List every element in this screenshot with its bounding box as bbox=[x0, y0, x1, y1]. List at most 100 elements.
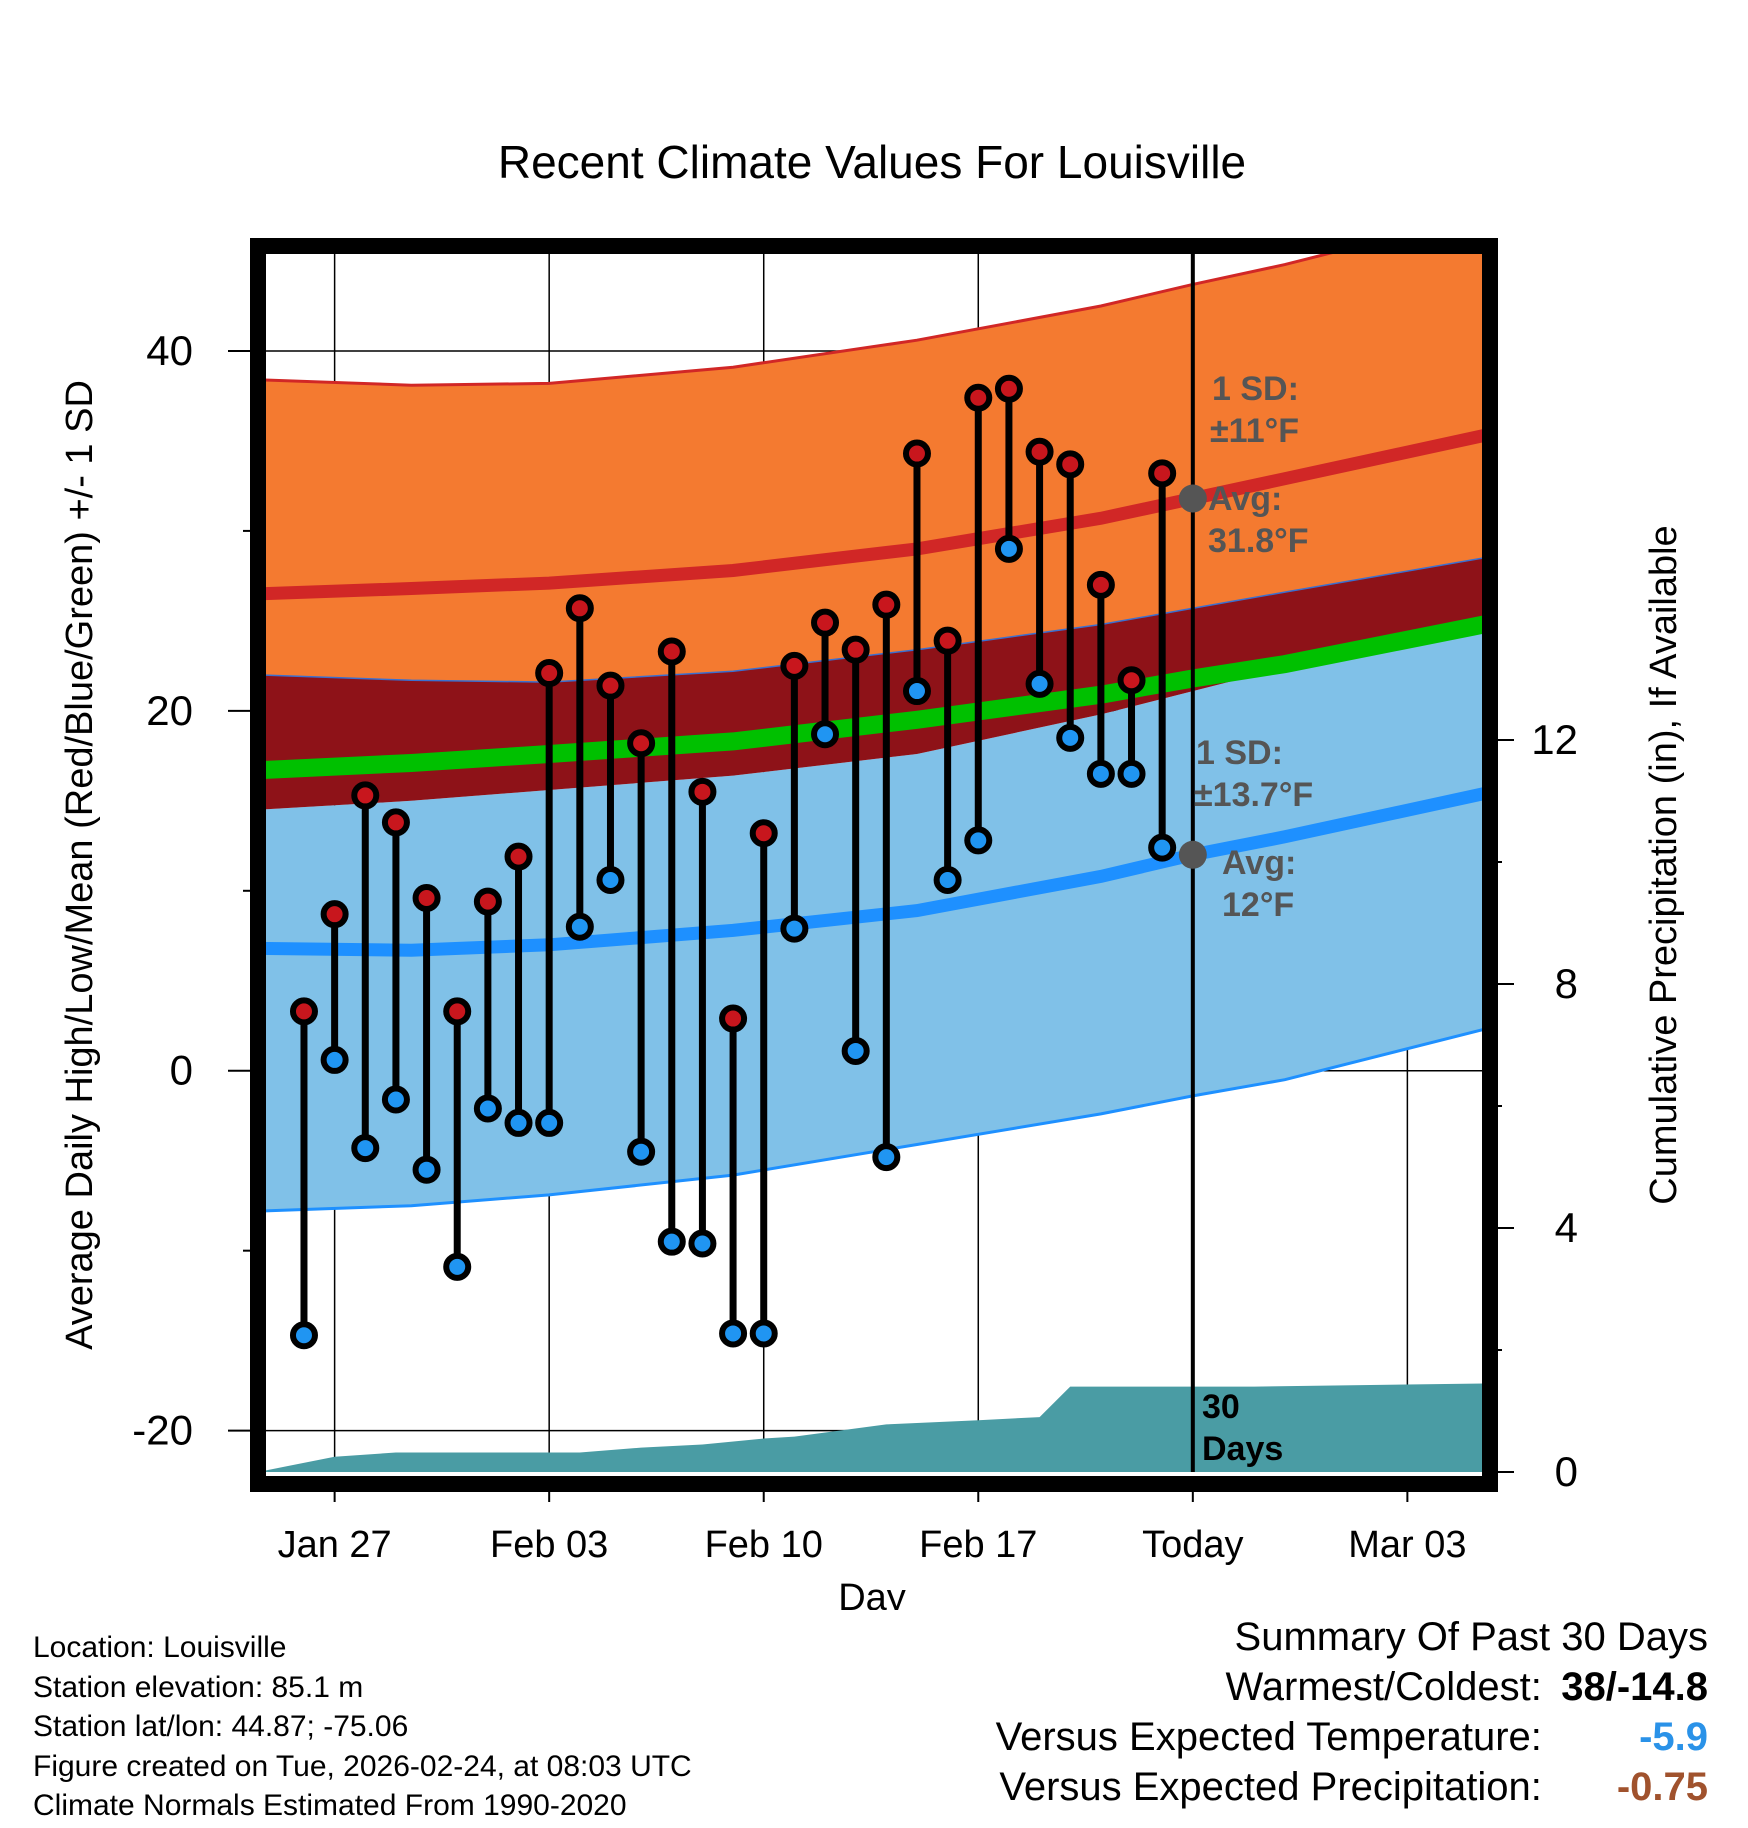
low-point-3 bbox=[381, 1085, 410, 1114]
high-point-16 bbox=[780, 651, 809, 680]
high-point-4 bbox=[412, 883, 441, 912]
x-tick-label-4: Today bbox=[1142, 1524, 1243, 1566]
precip-row: Versus Expected Precipitation: -0.75 bbox=[808, 1762, 1708, 1812]
low-point-6 bbox=[473, 1094, 502, 1123]
high-point-13 bbox=[688, 777, 717, 806]
high-point-0 bbox=[289, 997, 318, 1026]
y2-axis-label: Cumulative Precipitation (in), If Availa… bbox=[1643, 525, 1685, 1204]
low-sd-label: 1 SD: bbox=[1196, 734, 1283, 772]
high-point-23 bbox=[994, 374, 1023, 403]
low-point-5 bbox=[443, 1252, 472, 1281]
low-point-4 bbox=[412, 1155, 441, 1184]
high-point-7 bbox=[504, 842, 533, 871]
high-point-21 bbox=[933, 626, 962, 655]
avg-high-dot bbox=[1178, 484, 1207, 513]
high-point-11 bbox=[627, 729, 656, 758]
high-point-12 bbox=[657, 637, 686, 666]
low-avg-value: 12°F bbox=[1222, 886, 1294, 924]
high-point-22 bbox=[964, 383, 993, 412]
low-point-18 bbox=[841, 1036, 870, 1065]
high-sd-value: ±11°F bbox=[1210, 412, 1299, 450]
low-point-7 bbox=[504, 1108, 533, 1137]
warmest-row: Warmest/Coldest: 38/-14.8 bbox=[808, 1662, 1709, 1712]
high-point-20 bbox=[902, 439, 931, 468]
y-tick-label-2: 0 bbox=[170, 1047, 193, 1094]
location-text: Location: Louisville bbox=[33, 1631, 287, 1664]
station-info: Location: Louisville Station elevation: … bbox=[33, 1628, 692, 1826]
low-point-11 bbox=[627, 1137, 656, 1166]
low-point-12 bbox=[657, 1227, 686, 1256]
high-point-26 bbox=[1086, 570, 1115, 599]
high-point-5 bbox=[443, 997, 472, 1026]
temp-value: -5.9 bbox=[1639, 1715, 1708, 1759]
chart-title: Recent Climate Values For Louisville bbox=[498, 136, 1246, 188]
low-point-27 bbox=[1117, 759, 1146, 788]
low-point-28 bbox=[1148, 833, 1177, 862]
summary-panel: Summary Of Past 30 Days Warmest/Coldest:… bbox=[808, 1612, 1708, 1812]
annotations: 1 SD: ±11°F Avg: 31.8°F 1 SD: ±13.7°F Avg: 12°F… bbox=[1178, 370, 1313, 1468]
latlon-text: Station lat/lon: 44.87; -75.06 bbox=[33, 1710, 409, 1743]
x-axis-label: Day bbox=[838, 1577, 906, 1610]
warmest-label: Warmest/Coldest: bbox=[1225, 1665, 1542, 1709]
y-tick-label-3: -20 bbox=[132, 1407, 193, 1454]
low-point-2 bbox=[351, 1134, 380, 1163]
low-point-20 bbox=[902, 677, 931, 706]
x-tick-label-1: Feb 03 bbox=[490, 1524, 608, 1566]
x-tick-label-5: Mar 03 bbox=[1348, 1524, 1466, 1566]
avg-mean-line bbox=[258, 615, 1484, 780]
temp-label: Versus Expected Temperature: bbox=[995, 1715, 1542, 1759]
low-point-10 bbox=[596, 865, 625, 894]
low-point-14 bbox=[719, 1319, 748, 1348]
high-sd-label: 1 SD: bbox=[1212, 370, 1299, 408]
y-axis-label: Average Daily High/Low/Mean (Red/Blue/Gr… bbox=[59, 380, 101, 1350]
high-point-28 bbox=[1148, 459, 1177, 488]
low-point-0 bbox=[289, 1321, 318, 1350]
high-point-15 bbox=[749, 819, 778, 848]
avg-low-dot bbox=[1178, 840, 1207, 869]
low-point-25 bbox=[1056, 723, 1085, 752]
avg-low-line bbox=[258, 787, 1484, 957]
y2-tick-label-1: 8 bbox=[1555, 960, 1578, 1007]
low-point-24 bbox=[1025, 669, 1054, 698]
low-point-23 bbox=[994, 534, 1023, 563]
high-avg-value: 31.8°F bbox=[1208, 522, 1309, 560]
low-point-17 bbox=[811, 720, 840, 749]
summary-title: Summary Of Past 30 Days bbox=[1234, 1615, 1708, 1659]
low-point-21 bbox=[933, 865, 962, 894]
x-tick-label-0: Jan 27 bbox=[278, 1524, 392, 1566]
low-point-26 bbox=[1086, 759, 1115, 788]
high-point-25 bbox=[1056, 450, 1085, 479]
x-tick-label-3: Feb 17 bbox=[919, 1524, 1037, 1566]
high-point-3 bbox=[381, 808, 410, 837]
low-point-13 bbox=[688, 1229, 717, 1258]
plot-frame bbox=[250, 238, 1498, 1492]
high-point-8 bbox=[535, 659, 564, 688]
high-point-10 bbox=[596, 671, 625, 700]
elevation-text: Station elevation: 85.1 m bbox=[33, 1670, 364, 1704]
high-point-9 bbox=[565, 594, 594, 623]
low-point-9 bbox=[565, 912, 594, 941]
climate-chart: Recent Climate Values For Louisville 1 S… bbox=[59, 136, 1685, 1610]
created-text: Figure created on Tue, 2026-02-24, at 08… bbox=[33, 1749, 692, 1783]
high-point-14 bbox=[719, 1004, 748, 1033]
low-point-19 bbox=[872, 1143, 901, 1172]
y-tick-label-0: 40 bbox=[146, 327, 193, 374]
low-avg-label: Avg: bbox=[1222, 844, 1296, 882]
precip-label: Versus Expected Precipitation: bbox=[999, 1765, 1542, 1809]
high-point-27 bbox=[1117, 666, 1146, 695]
days-label-2: Days bbox=[1202, 1430, 1283, 1468]
high-point-19 bbox=[872, 590, 901, 619]
low-point-15 bbox=[749, 1319, 778, 1348]
high-plus-sd-line bbox=[258, 252, 1341, 387]
high-point-1 bbox=[320, 900, 349, 929]
low-point-8 bbox=[535, 1108, 564, 1137]
high-point-2 bbox=[351, 781, 380, 810]
low-point-1 bbox=[320, 1045, 349, 1074]
precip-value: -0.75 bbox=[1616, 1765, 1708, 1809]
high-point-24 bbox=[1025, 437, 1054, 466]
precip-area bbox=[258, 1383, 1484, 1472]
y-tick-label-1: 20 bbox=[146, 687, 193, 734]
normals-text: Climate Normals Estimated From 1990-2020 bbox=[33, 1789, 627, 1822]
warmest-value: 38/-14.8 bbox=[1561, 1665, 1708, 1709]
